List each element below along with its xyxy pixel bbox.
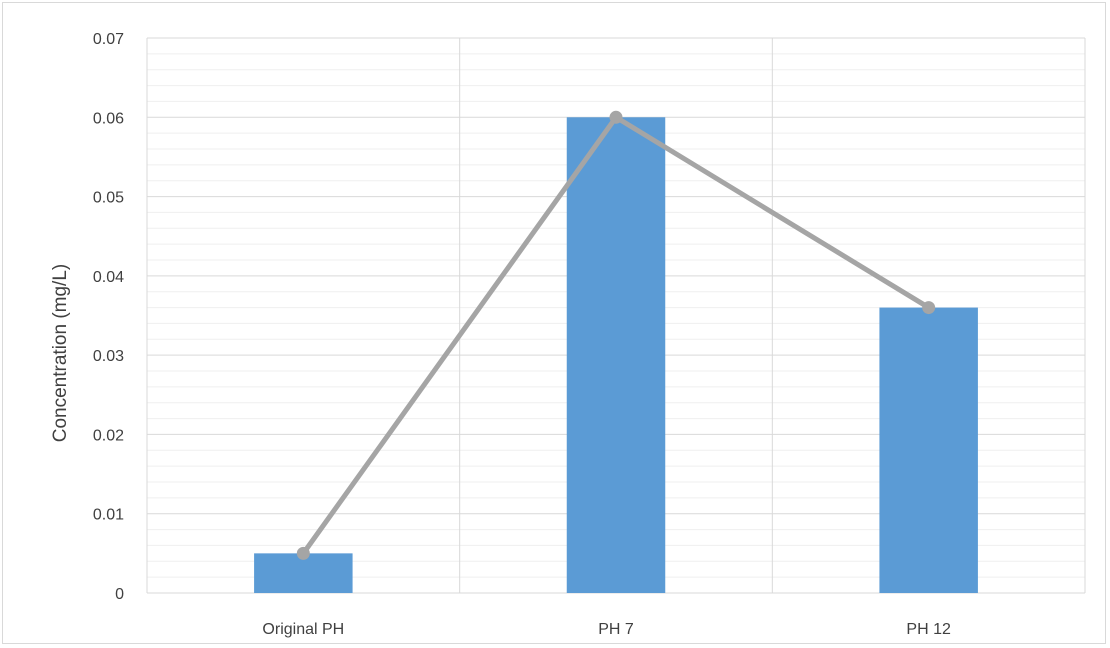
trend-line bbox=[296, 110, 936, 560]
y-tick-label: 0.06 bbox=[93, 110, 124, 127]
bar-0 bbox=[254, 553, 353, 593]
y-tick-label: 0.01 bbox=[93, 507, 124, 524]
line-point-1 bbox=[609, 110, 623, 124]
x-tick-label: PH 12 bbox=[906, 621, 951, 638]
bar-1 bbox=[566, 117, 666, 594]
x-tick-label: Original PH bbox=[262, 621, 344, 638]
y-tick-label: 0.05 bbox=[93, 190, 124, 207]
y-tick-label: 0.03 bbox=[93, 348, 124, 365]
line-point-2 bbox=[922, 301, 936, 315]
line-point-0 bbox=[296, 546, 310, 560]
x-axis-ticks: Original PH PH 7 PH 12 bbox=[262, 621, 951, 638]
bars bbox=[254, 117, 978, 594]
bar-2 bbox=[879, 307, 978, 593]
y-tick-label: 0.02 bbox=[93, 427, 124, 444]
y-tick-label: 0.04 bbox=[93, 269, 124, 286]
y-axis-label: Concentration (mg/L) bbox=[50, 264, 71, 442]
x-tick-label: PH 7 bbox=[598, 621, 634, 638]
y-tick-label: 0.07 bbox=[93, 31, 124, 48]
y-axis-ticks: 0 0.01 0.02 0.03 0.04 0.05 0.06 0.07 bbox=[93, 31, 124, 603]
y-tick-label: 0 bbox=[115, 586, 124, 603]
